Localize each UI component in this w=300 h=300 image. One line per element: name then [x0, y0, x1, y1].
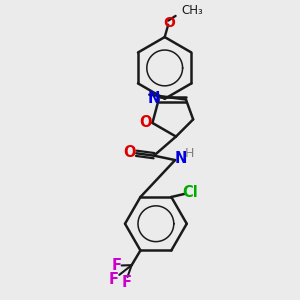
Text: N: N — [147, 91, 160, 106]
Text: F: F — [108, 272, 118, 287]
Text: O: O — [140, 116, 152, 130]
Text: Cl: Cl — [182, 185, 198, 200]
Text: F: F — [111, 258, 121, 273]
Text: H: H — [184, 147, 194, 160]
Text: O: O — [163, 16, 175, 30]
Text: CH₃: CH₃ — [182, 4, 203, 17]
Text: N: N — [175, 152, 187, 166]
Text: O: O — [124, 145, 136, 160]
Text: F: F — [121, 275, 131, 290]
